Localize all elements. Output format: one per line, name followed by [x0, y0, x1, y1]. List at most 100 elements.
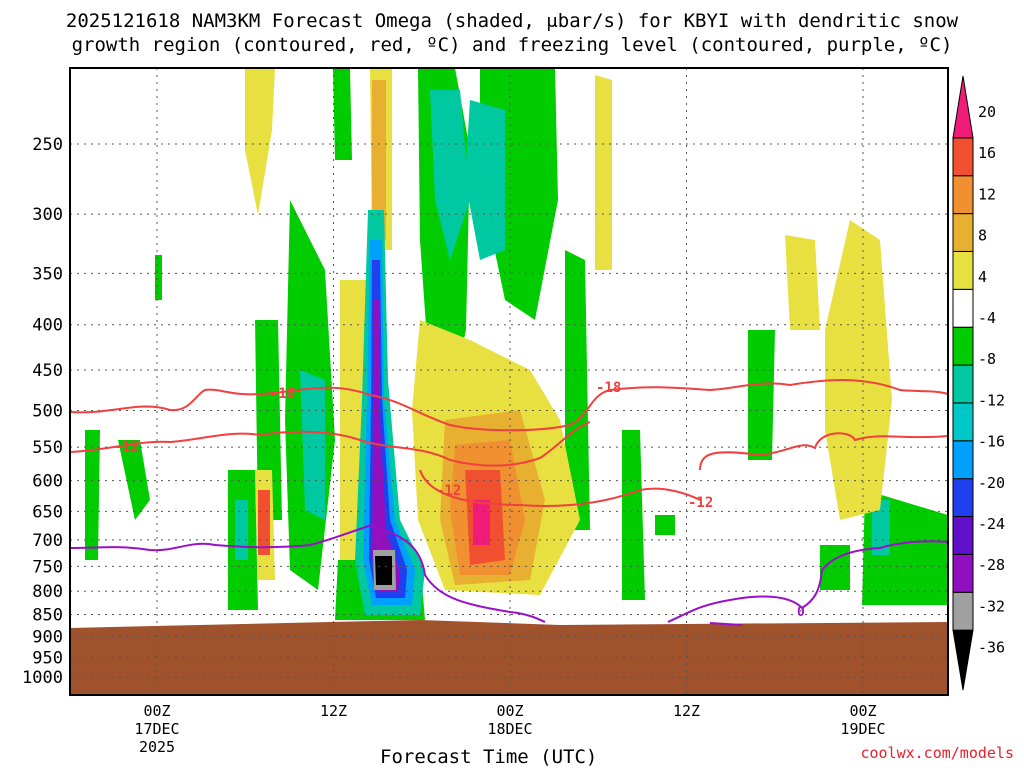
x-tick-label: 17DEC	[134, 720, 179, 738]
colorbar-segment	[952, 478, 974, 518]
omega-blob	[372, 80, 386, 240]
omega-blob	[872, 500, 890, 555]
dgz-label: -12	[688, 495, 713, 511]
omega-blob	[85, 430, 100, 560]
colorbar-segment	[952, 553, 974, 593]
y-tick-label: 250	[32, 135, 63, 155]
omega-blob	[825, 220, 892, 520]
omega-blob	[565, 250, 590, 530]
x-tick-label: 19DEC	[840, 720, 885, 738]
colorbar-segment	[952, 440, 974, 480]
terrain-ground	[70, 620, 948, 695]
y-tick-label: 850	[32, 606, 63, 626]
x-tick-label: 00Z	[849, 702, 876, 720]
omega-blob	[118, 440, 150, 520]
dgz-label: -18	[270, 386, 295, 402]
freezing-level-contours	[69, 523, 949, 626]
x-tick-label: 18DEC	[487, 720, 532, 738]
credit-text: coolwx.com/models	[860, 744, 1014, 762]
colorbar-label: -20	[978, 474, 1005, 492]
colorbar-segment	[952, 250, 974, 290]
dgz-contour-labels: -18 -18 -12 -12 -12	[114, 380, 713, 511]
colorbar-segment	[952, 75, 974, 139]
y-tick-label: 950	[32, 648, 63, 668]
colorbar-segment	[952, 326, 974, 366]
colorbar-label: -12	[978, 391, 1005, 409]
colorbar-segment	[952, 213, 974, 252]
omega-blob	[595, 75, 612, 270]
freezing-contour-labels: 0 0	[373, 529, 805, 620]
y-tick-label: 650	[32, 502, 63, 522]
colorbar-segment	[952, 175, 974, 215]
colorbar-label: 20	[978, 103, 996, 121]
omega-blob	[748, 330, 775, 460]
dgz-label: -18	[596, 380, 621, 396]
y-tick-label: 700	[32, 531, 63, 551]
y-tick-label: 1000	[22, 668, 63, 688]
omega-blob	[430, 90, 470, 260]
colorbar-label: 4	[978, 268, 987, 286]
freezing-contour	[667, 540, 949, 623]
chart-title-line-1: 2025121618 NAM3KM Forecast Omega (shaded…	[65, 10, 959, 32]
omega-blob	[235, 500, 248, 560]
colorbar-label: -4	[978, 309, 996, 327]
colorbar-segment	[952, 516, 974, 555]
omega-blob	[300, 370, 325, 520]
omega-blob	[245, 68, 275, 215]
colorbar-segment	[952, 402, 974, 442]
y-tick-label: 350	[32, 264, 63, 284]
x-tick-label: 12Z	[320, 702, 347, 720]
colorbar-segment	[952, 364, 974, 404]
plot-frame	[69, 67, 949, 696]
dgz-contours	[69, 379, 949, 508]
dgz-contour-minus12	[69, 421, 949, 471]
omega-blob	[655, 515, 675, 535]
y-axis-ticks: 2503003504004505005506006507007508008509…	[22, 135, 63, 688]
y-tick-label: 450	[32, 361, 63, 381]
dgz-label: -12	[114, 439, 139, 455]
y-tick-label: 600	[32, 472, 63, 492]
omega-blob	[155, 255, 162, 300]
y-tick-label: 300	[32, 205, 63, 225]
dgz-contour-minus12-lower	[419, 469, 701, 508]
colorbar-label: -16	[978, 433, 1005, 451]
freezing-contour	[69, 523, 546, 623]
x-tick-label: 2025	[139, 738, 175, 756]
y-tick-label: 400	[32, 316, 63, 336]
colorbar-segment	[952, 137, 974, 177]
y-tick-label: 500	[32, 402, 63, 422]
colorbar-segment	[952, 629, 974, 691]
colorbar-labels: 20 16 12 8 4 -4 -8 -12 -16 -20 -24 -28 -32 -36	[978, 103, 1005, 657]
omega-blob	[473, 500, 490, 545]
y-tick-label: 800	[32, 582, 63, 602]
colorbar-label: 8	[978, 227, 987, 245]
freezing-label: 0	[373, 529, 381, 544]
colorbar-label: 16	[978, 144, 996, 162]
dgz-label: -12	[436, 483, 461, 499]
colorbar	[952, 75, 974, 691]
omega-blob	[372, 300, 400, 592]
omega-shading	[85, 68, 948, 620]
y-tick-label: 750	[32, 557, 63, 577]
colorbar-label: -24	[978, 515, 1005, 533]
y-tick-label: 900	[32, 627, 63, 647]
colorbar-segment	[952, 288, 974, 328]
freezing-label: 0	[797, 605, 805, 620]
omega-blob	[375, 556, 392, 585]
colorbar-label: -8	[978, 350, 996, 368]
freezing-contour	[709, 622, 743, 626]
omega-blob	[258, 490, 270, 555]
omega-blob	[622, 430, 645, 600]
colorbar-label: -32	[978, 597, 1005, 615]
dgz-contour-minus18	[69, 379, 949, 432]
x-axis-label: Forecast Time (UTC)	[380, 746, 598, 768]
x-tick-label: 00Z	[496, 702, 523, 720]
chart-title-line-2: growth region (contoured, red, ºC) and f…	[71, 34, 953, 56]
x-tick-label: 12Z	[673, 702, 700, 720]
colorbar-label: -36	[978, 639, 1005, 657]
x-tick-label: 00Z	[143, 702, 170, 720]
y-tick-label: 550	[32, 438, 63, 458]
omega-blob	[333, 68, 352, 160]
